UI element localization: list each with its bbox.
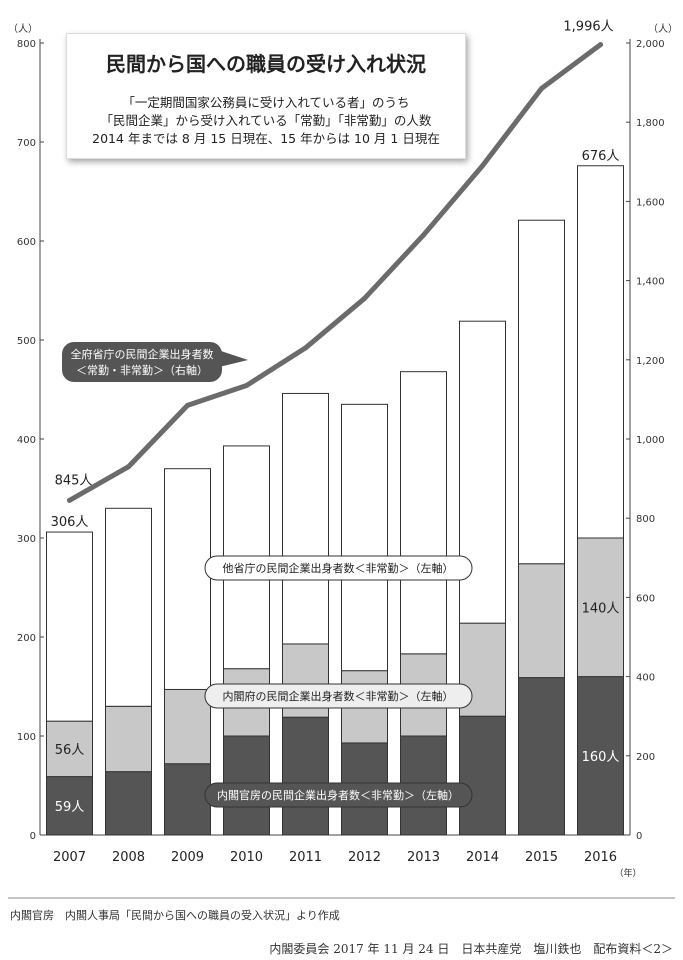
line-point (480, 163, 485, 169)
bar-segment-cas (282, 716, 329, 836)
bar-segment-cas (105, 771, 152, 836)
bar-segment-other (164, 468, 211, 690)
right-tick-label: 1,600 (636, 197, 665, 208)
data-label-2007-cao: 56人 (55, 743, 85, 758)
bar-segment-cao (577, 537, 624, 678)
line-point (244, 383, 249, 389)
x-tick-label: 2015 (525, 850, 558, 865)
line-callout-label-2: ＜常勤・非常勤＞（右軸） (76, 363, 208, 377)
bar-segment-other (105, 507, 152, 707)
data-label-2016-cao: 140人 (582, 601, 620, 616)
left-tick-label: 600 (17, 237, 36, 248)
chart-title: 民間から国への職員の受け入れ状況 (106, 52, 426, 76)
bar-segment-cao (518, 563, 565, 679)
cao-callout-box (204, 683, 473, 709)
data-label-2007-total: 306人 (51, 515, 89, 530)
bar-segment-cas (164, 763, 211, 836)
total-line-series (67, 42, 603, 503)
other-callout-label: 他省庁の民間企業出身者数＜非常勤＞（左軸） (223, 561, 454, 575)
left-tick-label: 300 (17, 534, 36, 545)
data-label-2007-cas: 59人 (55, 800, 85, 815)
left-axis-unit: （人） (8, 23, 38, 35)
line-point (598, 42, 603, 48)
x-axis-unit: （年） (614, 867, 641, 879)
left-tick-label: 100 (17, 732, 36, 743)
line-callout-pointer (215, 349, 248, 368)
bar-segment-cao (164, 688, 211, 765)
other-callout-box (204, 555, 473, 581)
bar-segment-cao (46, 720, 93, 778)
line-point (362, 295, 367, 301)
right-axis-unit: （人） (648, 23, 678, 35)
bar-segment-cas (577, 676, 624, 836)
right-tick-label: 2,000 (636, 39, 665, 50)
left-tick-label: 200 (17, 633, 36, 644)
chart-subtitle-line-2: 「民間企業」から受け入れている「常勤」「非常勤」の人数 (100, 113, 432, 128)
right-tick-label: 1,200 (636, 356, 665, 367)
x-tick-label: 2016 (584, 850, 617, 865)
right-tick-label: 1,000 (636, 435, 665, 446)
x-tick-label: 2008 (112, 850, 145, 865)
data-label-line-2016: 1,996人 (563, 20, 613, 35)
line-callout-box (62, 342, 222, 382)
data-label-line-2007: 845人 (55, 473, 93, 488)
right-tick-label: 0 (636, 831, 642, 842)
chart-subtitle-line-1: 「一定期間国家公務員に受け入れている者」のうち (122, 95, 410, 110)
line-point (539, 86, 544, 92)
right-tick-label: 400 (636, 673, 655, 684)
x-tick-label: 2009 (171, 850, 204, 865)
left-tick-label: 400 (17, 435, 36, 446)
data-label-2016-cas: 160人 (582, 750, 620, 765)
bar-segment-other (282, 392, 329, 645)
bar-segment-other (518, 219, 565, 565)
line-point (67, 497, 72, 503)
x-tick-label: 2014 (466, 850, 499, 865)
line-callout-label-1: 全府省庁の民間企業出身者数 (71, 347, 214, 361)
right-tick-label: 200 (636, 752, 655, 763)
chart-title-box: 民間から国への職員の受け入れ状況 「一定期間国家公務員に受け入れている者」のうち… (66, 33, 466, 159)
line-point (185, 402, 190, 408)
line-point (126, 464, 131, 470)
right-tick-label: 600 (636, 593, 655, 604)
bar-segment-other (341, 403, 388, 672)
x-tick-label: 2007 (53, 850, 86, 865)
bar-segment-cas (459, 715, 506, 836)
x-tick-label: 2011 (289, 850, 322, 865)
x-tick-label: 2013 (407, 850, 440, 865)
line-point (303, 345, 308, 351)
cas-callout-label: 内閣官房の民間企業出身者数＜非常勤＞（左軸） (217, 788, 459, 802)
cao-callout-label: 内閣府の民間企業出身者数＜非常勤＞（左軸） (223, 689, 454, 703)
bar-segment-other (46, 531, 93, 722)
bar-segment-cas (518, 677, 565, 836)
chart-subtitle-line-3: 2014 年までは 8 月 15 日現在、15 年からは 10 月 1 日現在 (92, 131, 440, 146)
x-tick-label: 2012 (348, 850, 381, 865)
left-tick-label: 800 (17, 39, 36, 50)
bar-segment-cao (105, 705, 152, 773)
line-point (421, 232, 426, 238)
left-tick-label: 500 (17, 336, 36, 347)
cas-callout-box (204, 782, 473, 808)
left-tick-label: 0 (30, 831, 36, 842)
credit-note: 内閣委員会 2017 年 11 月 24 日 日本共産党 塩川鉄也 配布資料＜2… (269, 942, 673, 956)
right-tick-label: 1,400 (636, 277, 665, 288)
bar-segment-other (577, 165, 624, 539)
source-note: 内閣官房 内閣人事局「民間から国への職員の受入状況」より作成 (10, 909, 340, 922)
left-tick-label: 700 (17, 138, 36, 149)
bar-segment-cas (46, 776, 93, 836)
right-tick-label: 1,800 (636, 118, 665, 129)
right-tick-label: 800 (636, 514, 655, 525)
bar-segment-other (400, 371, 447, 655)
x-tick-label: 2010 (230, 850, 263, 865)
data-label-2016-total: 676人 (582, 149, 620, 164)
